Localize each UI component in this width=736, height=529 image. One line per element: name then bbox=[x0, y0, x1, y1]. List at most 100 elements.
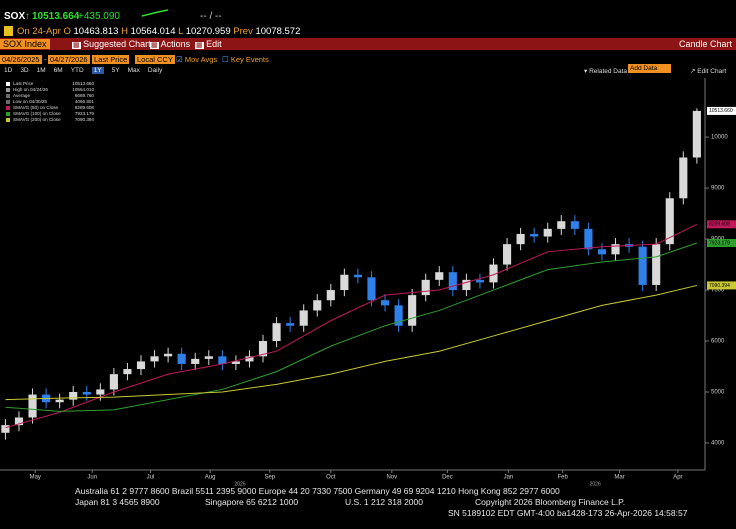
legend-value: 8289.608 bbox=[75, 105, 95, 110]
footer-line-1: Australia 61 2 9777 8600 Brazil 5511 239… bbox=[75, 486, 560, 496]
period-button[interactable]: 6M bbox=[53, 67, 63, 74]
period-button[interactable]: Max bbox=[127, 67, 140, 74]
field-select[interactable]: Last Price bbox=[92, 55, 130, 64]
legend-swatch bbox=[6, 82, 10, 86]
value-box-label: 8289.608 bbox=[709, 222, 730, 228]
footer-line-3: SN 5189102 EDT GMT-4:00 ba1428-173 26-Ap… bbox=[448, 508, 688, 518]
date-sep: - bbox=[44, 55, 47, 64]
candle-body bbox=[164, 353, 173, 357]
candle-body bbox=[638, 246, 647, 285]
x-tick-label: Nov bbox=[386, 475, 397, 481]
candle-body bbox=[421, 279, 430, 296]
currency-text: Local CCY bbox=[135, 55, 175, 64]
candle-body bbox=[692, 110, 701, 158]
candle-body bbox=[218, 356, 227, 364]
candle-body bbox=[543, 228, 552, 237]
candle-body bbox=[462, 279, 471, 291]
candle-body bbox=[136, 361, 146, 370]
candle-body bbox=[502, 244, 512, 265]
period-button[interactable]: 1M bbox=[36, 67, 46, 74]
candle-body bbox=[191, 358, 200, 364]
prev-label: Prev bbox=[233, 26, 253, 37]
period-button[interactable]: 1D bbox=[4, 67, 13, 74]
y-tick-label: 4000 bbox=[711, 441, 725, 447]
candle-body bbox=[435, 272, 444, 280]
value-box bbox=[707, 281, 736, 290]
candle-body bbox=[286, 323, 295, 326]
legend-value: 7090.394 bbox=[75, 117, 95, 122]
candle-body bbox=[82, 392, 91, 395]
period-button[interactable]: 1Y bbox=[91, 67, 104, 74]
value-box bbox=[707, 238, 736, 247]
candle-body bbox=[516, 233, 525, 245]
bid-ask: -- / -- bbox=[200, 11, 222, 22]
period-buttons: 1D 3D 1M 6M YTD 1Y 5Y Max Daily bbox=[4, 67, 162, 74]
candle-body bbox=[231, 361, 240, 364]
security: SOX Index bbox=[0, 39, 50, 49]
o-label: O bbox=[63, 26, 71, 37]
period-button[interactable]: YTD bbox=[70, 67, 84, 74]
end-date-text: 04/27/2026 bbox=[48, 55, 90, 64]
add-data[interactable]: Add Data bbox=[628, 64, 672, 73]
candle-body bbox=[150, 356, 159, 362]
x-tick-label: Apr bbox=[673, 475, 682, 481]
candle-body bbox=[326, 290, 335, 301]
edit-button[interactable]: ▦ Edit bbox=[195, 39, 222, 49]
candle-body bbox=[353, 274, 362, 278]
x-tick-label: Jul bbox=[147, 475, 155, 481]
legend-label: SMAVG (50) on Close bbox=[13, 105, 59, 110]
candle-body bbox=[14, 417, 24, 426]
edit: Edit bbox=[206, 39, 222, 49]
x-tick-label: Sep bbox=[264, 475, 275, 481]
year-label: 2026 bbox=[590, 481, 601, 487]
x-tick-label: Aug bbox=[205, 475, 216, 481]
actions-button[interactable]: ▦ Actions bbox=[150, 39, 191, 49]
candle-body bbox=[652, 244, 661, 285]
candle-body bbox=[380, 300, 390, 306]
quote-date: On 24-Apr bbox=[17, 26, 61, 37]
candle-body bbox=[489, 264, 498, 283]
x-tick-label: Jan bbox=[504, 475, 514, 481]
x-tick-label: May bbox=[30, 475, 41, 481]
last-price: 10513.664 bbox=[32, 11, 80, 22]
x-tick-label: Dec bbox=[442, 475, 453, 481]
security-input[interactable]: SOX Index bbox=[0, 39, 50, 49]
candle-body bbox=[177, 353, 186, 364]
edit-chart[interactable]: ↗ Edit Chart bbox=[690, 68, 727, 75]
related-data[interactable]: ▾ Related Data bbox=[584, 68, 628, 75]
key-events-toggle[interactable]: ☐ Key Events bbox=[222, 55, 269, 64]
end-date[interactable]: 04/27/2026 bbox=[48, 55, 90, 64]
period-button[interactable]: 3D bbox=[20, 67, 29, 74]
candle-chart: 40005000600070008000900010000MayJunJulAu… bbox=[0, 78, 736, 487]
x-tick-label: Oct bbox=[326, 475, 336, 481]
frequency[interactable]: Daily bbox=[147, 67, 163, 74]
period-button[interactable]: 5Y bbox=[111, 67, 120, 74]
legend-value: 4066.801 bbox=[75, 99, 95, 104]
ticker: SOX bbox=[4, 11, 26, 22]
legend-swatch bbox=[6, 118, 10, 122]
mov-avgs: Mov Avgs bbox=[184, 55, 218, 64]
x-tick-label: Feb bbox=[557, 475, 568, 481]
l-label: L bbox=[178, 26, 184, 37]
menu-bar bbox=[0, 38, 736, 50]
legend-swatch bbox=[6, 100, 10, 104]
value-box bbox=[707, 106, 736, 115]
legend-swatch bbox=[6, 112, 10, 116]
legend-label: Last Price bbox=[13, 81, 34, 86]
candle-body bbox=[340, 274, 349, 291]
year-label: 2025 bbox=[234, 481, 245, 487]
value-box-label: 7923.179 bbox=[709, 240, 730, 246]
up-arrow: ↑ bbox=[25, 11, 30, 22]
start-date[interactable]: 04/26/2025 bbox=[0, 55, 42, 64]
mov-avgs-toggle[interactable]: ☑ Mov Avgs bbox=[176, 55, 218, 64]
suggested-charts-button[interactable]: ▦ Suggested Charts bbox=[72, 39, 156, 49]
candle-body bbox=[597, 249, 607, 255]
candle-body bbox=[28, 394, 37, 418]
add-data-text: Add Data bbox=[628, 64, 672, 73]
moving-average-line bbox=[5, 242, 698, 412]
related-data-text: Related Data bbox=[589, 68, 628, 75]
currency-select[interactable]: Local CCY bbox=[135, 55, 175, 64]
y-tick-label: 6000 bbox=[711, 339, 725, 345]
footer-japan: Japan 81 3 4565 8900 bbox=[75, 497, 160, 507]
candle-body bbox=[408, 295, 417, 326]
